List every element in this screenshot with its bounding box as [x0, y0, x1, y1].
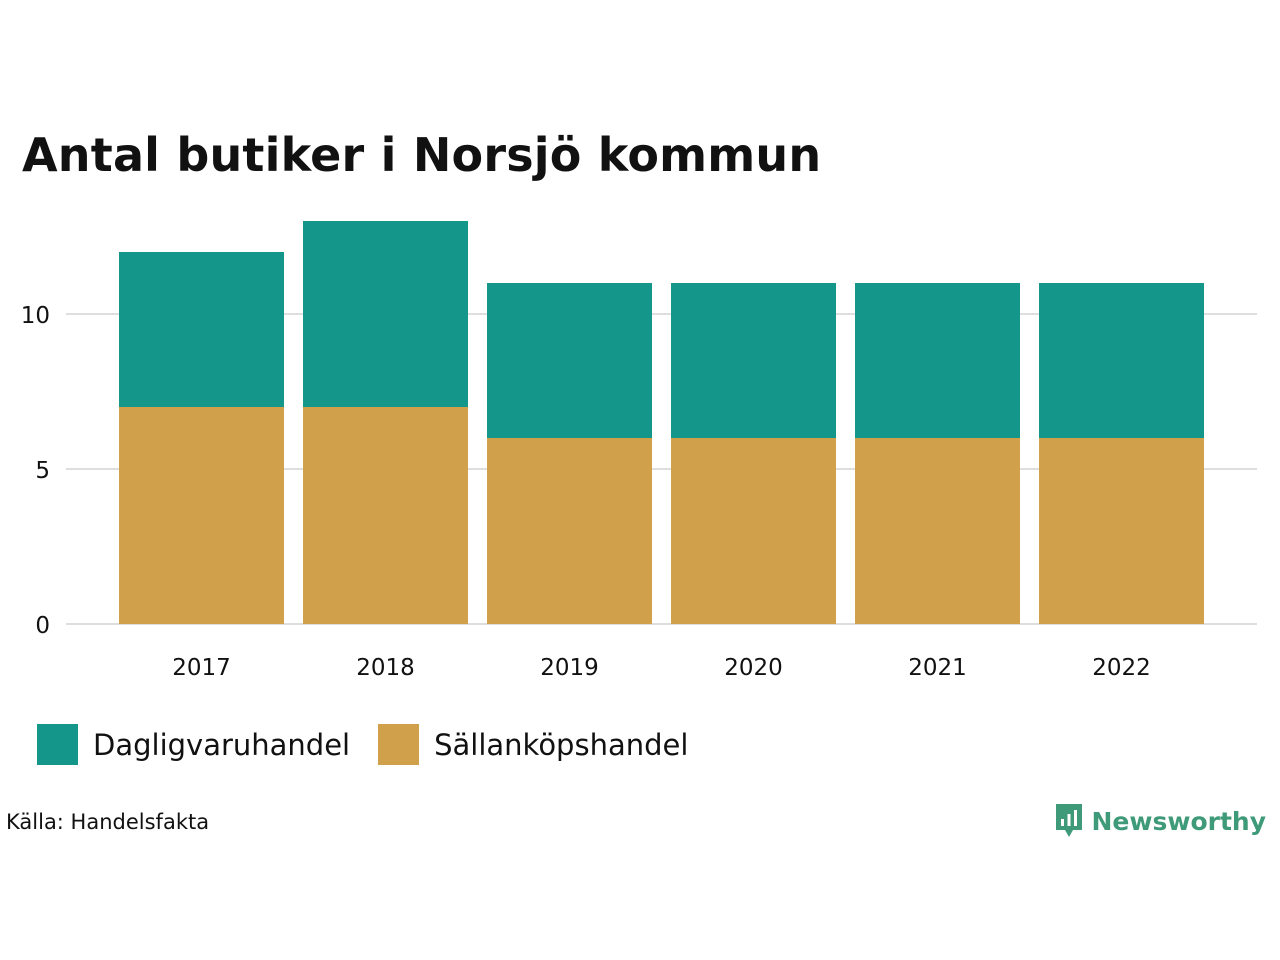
y-tick-label-5: 5 — [35, 458, 50, 484]
chart-title: Antal butiker i Norsjö kommun — [22, 128, 822, 182]
legend-swatch-sallankopshandel — [378, 724, 420, 765]
x-tick-label-2022: 2022 — [1092, 655, 1151, 681]
legend-item-sallankopshandel: Sällanköpshandel — [378, 724, 688, 765]
bar-dagligvaruhandel-2019 — [487, 283, 652, 438]
bar-dagligvaruhandel-2021 — [855, 283, 1020, 438]
bar-dagligvaruhandel-2020 — [671, 283, 836, 438]
bar-dagligvaruhandel-2022 — [1039, 283, 1204, 438]
bar-dagligvaruhandel-2017 — [119, 252, 284, 407]
bar-sallankopshandel-2022 — [1039, 438, 1204, 624]
x-tick-label-2017: 2017 — [172, 655, 231, 681]
newsworthy-brand[interactable]: Newsworthy — [1054, 802, 1267, 840]
bar-sallankopshandel-2017 — [119, 407, 284, 624]
y-tick-label-10: 10 — [21, 303, 50, 329]
stacked-bar-chart: 0 5 10 2017 2018 2019 2020 2021 2022 — [21, 221, 1257, 681]
y-tick-label-0: 0 — [35, 613, 50, 639]
bar-dagligvaruhandel-2018 — [303, 221, 468, 407]
legend-label-sallankopshandel: Sällanköpshandel — [434, 727, 689, 762]
chart-legend: Dagligvaruhandel Sällanköpshandel — [37, 724, 716, 765]
brand-name: Newsworthy — [1091, 806, 1267, 836]
bar-sallankopshandel-2021 — [855, 438, 1020, 624]
bar-sallankopshandel-2018 — [303, 407, 468, 624]
legend-label-dagligvaruhandel: Dagligvaruhandel — [93, 727, 351, 762]
bar-sallankopshandel-2020 — [671, 438, 836, 624]
newsworthy-logo-icon — [1055, 804, 1082, 837]
legend-item-dagligvaruhandel: Dagligvaruhandel — [37, 724, 350, 765]
x-tick-label-2020: 2020 — [724, 655, 783, 681]
source-note: Källa: Handelsfakta — [6, 810, 210, 834]
x-tick-label-2019: 2019 — [540, 655, 599, 681]
legend-swatch-dagligvaruhandel — [37, 724, 78, 765]
x-tick-label-2021: 2021 — [908, 655, 967, 681]
bar-sallankopshandel-2019 — [487, 438, 652, 624]
x-tick-label-2018: 2018 — [356, 655, 415, 681]
